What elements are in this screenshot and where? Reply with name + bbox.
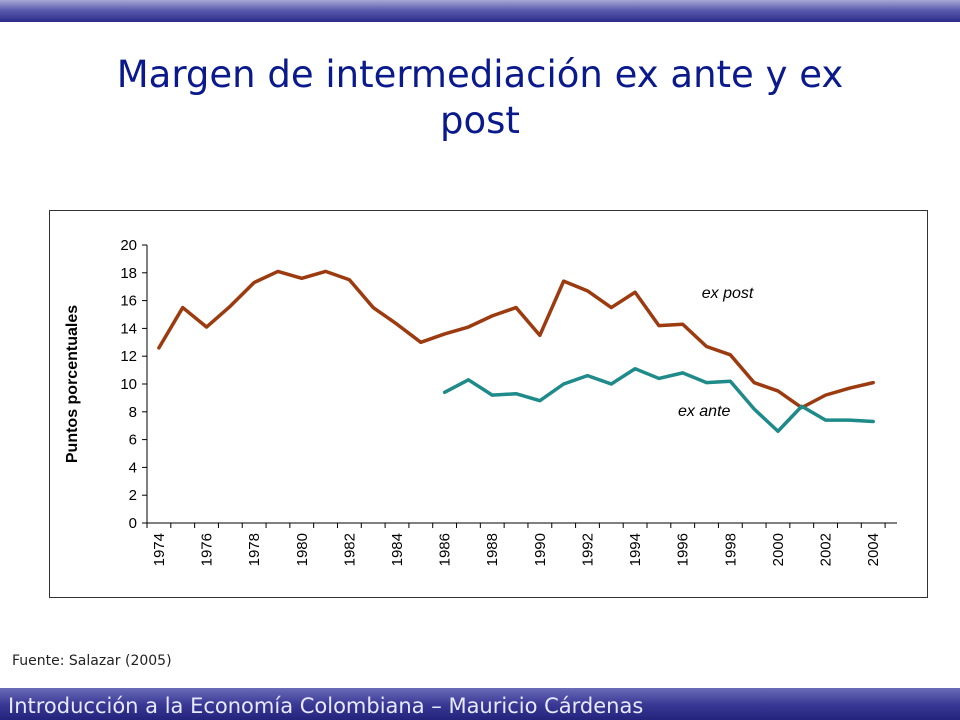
y-axis-label: Puntos porcentuales: [64, 305, 81, 463]
x-tick-label: 1982: [341, 533, 358, 566]
x-tick-label: 1998: [722, 533, 739, 566]
x-tick-label: 1974: [151, 533, 168, 566]
slide-title: Margen de intermediación ex ante y ex po…: [116, 53, 844, 142]
y-tick-label: 0: [129, 515, 137, 532]
y-tick-label: 14: [120, 320, 137, 337]
y-tick-label: 6: [129, 432, 137, 449]
x-tick-label: 1994: [627, 533, 644, 566]
y-tick-label: 8: [129, 404, 137, 421]
series-line-ex-post: [157, 269, 875, 410]
x-tick-label: 1984: [389, 533, 406, 566]
bottom-decorative-band: [0, 688, 960, 720]
x-tick-label: 1980: [294, 533, 311, 566]
x-tick-label: 1988: [484, 533, 501, 566]
chart-axes: 0 2 4 6 8 10 12 14 16 18 20 1974 1976 1978 1980 1982 198…: [64, 237, 897, 566]
y-tick-label: 10: [120, 376, 137, 393]
y-tick-label: 4: [129, 459, 137, 476]
annotation-ex-ante: ex ante: [678, 403, 731, 420]
x-tick-label: 1996: [675, 533, 692, 566]
x-tick-label: 2002: [818, 533, 835, 566]
y-tick-label: 2: [129, 487, 137, 504]
annotation-ex-post: ex post: [702, 285, 754, 302]
chart-series: [157, 269, 875, 434]
x-tick-label: 2000: [770, 533, 787, 566]
chart-container: 0 2 4 6 8 10 12 14 16 18 20 1974 1976 1978 1980 1982 198…: [49, 210, 928, 598]
y-tick-label: 18: [120, 265, 137, 282]
y-tick-label: 12: [120, 348, 137, 365]
x-tick-label: 1992: [579, 533, 596, 566]
source-note: Fuente: Salazar (2005): [12, 653, 172, 669]
series-line-ex-ante: [442, 366, 875, 434]
x-tick-label: 1990: [532, 533, 549, 566]
x-tick-label: 1976: [199, 533, 216, 566]
top-decorative-band: [0, 0, 960, 22]
chart-annotations: ex post ex ante: [678, 285, 754, 420]
line-chart: 0 2 4 6 8 10 12 14 16 18 20 1974 1976 1978 1980 1982 198…: [64, 237, 897, 566]
x-tick-label: 1978: [246, 533, 263, 566]
y-tick-label: 16: [120, 293, 137, 310]
y-tick-label: 20: [120, 237, 137, 254]
x-tick-label: 1986: [437, 533, 454, 566]
x-tick-label: 2004: [865, 533, 882, 566]
footer-text: Introducción a la Economía Colombiana – …: [8, 694, 644, 718]
